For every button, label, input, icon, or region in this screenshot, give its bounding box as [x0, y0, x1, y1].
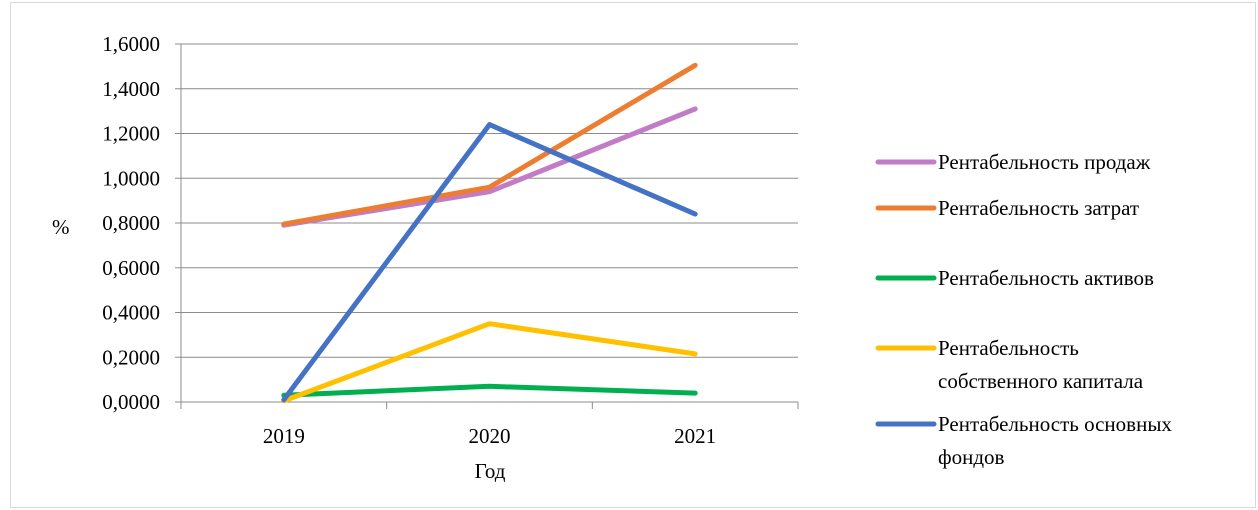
series-line — [281, 321, 698, 404]
y-tick-label: 1,2000 — [102, 122, 160, 146]
legend-label: Рентабельность — [938, 336, 1079, 360]
series-lines — [281, 62, 698, 404]
series-line — [281, 383, 698, 398]
y-tick-label: 1,0000 — [102, 166, 160, 190]
y-tick-label: 0,8000 — [102, 211, 160, 235]
y-tick-labels: 0,0000 0,2000 0,4000 0,6000 0,8000 1,0000 1,20… — [102, 32, 160, 414]
x-tick-labels: 2019 2020 2021 — [263, 424, 716, 448]
legend: Рентабельность продаж Рентабельность затр… — [875, 150, 1172, 469]
legend-label: Рентабельность продаж — [938, 150, 1151, 174]
y-tick-label: 0,6000 — [102, 256, 160, 280]
legend-label: Рентабельность затрат — [938, 196, 1139, 220]
x-tick-label: 2020 — [469, 424, 511, 448]
legend-label: Рентабельность активов — [938, 266, 1154, 290]
x-tick-label: 2019 — [263, 424, 305, 448]
legend-label: Рентабельность основных — [938, 412, 1172, 436]
x-tick-label: 2021 — [674, 424, 716, 448]
series-line — [281, 122, 698, 403]
axes — [175, 43, 799, 409]
y-tick-label: 1,4000 — [102, 77, 160, 101]
y-tick-label: 1,6000 — [102, 32, 160, 56]
chart-frame — [10, 2, 1256, 508]
y-tick-label: 0,0000 — [102, 390, 160, 414]
x-axis-label: Год — [475, 459, 506, 483]
legend-label: фондов — [938, 445, 1005, 469]
y-tick-label: 0,2000 — [102, 345, 160, 369]
y-tick-label: 0,4000 — [102, 301, 160, 325]
legend-label: собственного капитала — [938, 369, 1144, 393]
gridlines — [181, 43, 798, 358]
y-axis-label: % — [52, 215, 70, 239]
series-line — [281, 62, 698, 227]
